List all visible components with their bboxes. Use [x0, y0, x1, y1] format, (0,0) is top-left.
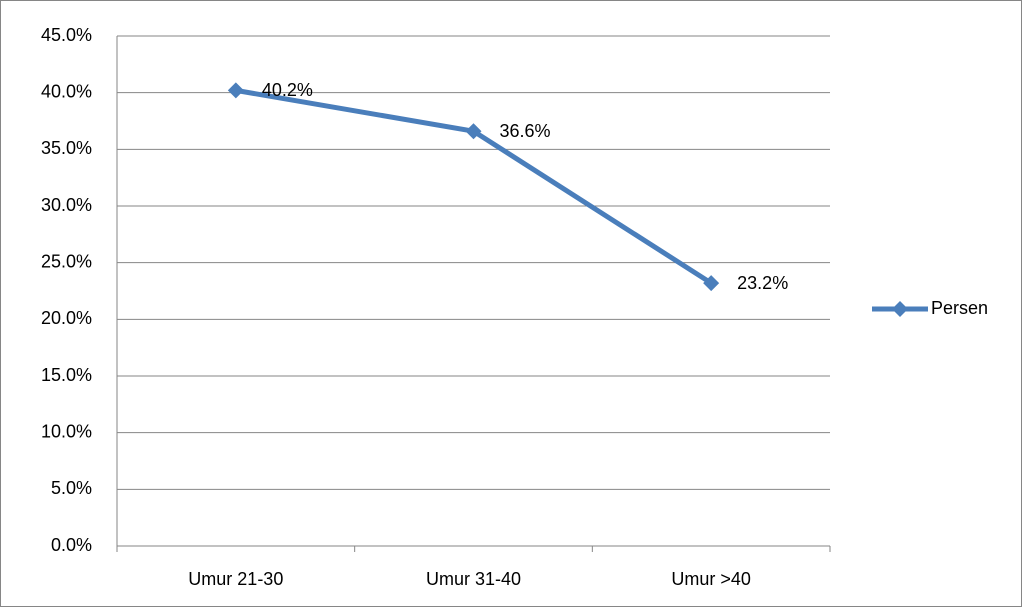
- y-tick-label: 45.0%: [41, 25, 92, 45]
- y-tick-label: 30.0%: [41, 195, 92, 215]
- y-tick-label: 5.0%: [51, 478, 92, 498]
- y-tick-label: 15.0%: [41, 365, 92, 385]
- x-tick-label: Umur >40: [671, 569, 751, 589]
- y-tick-label: 0.0%: [51, 535, 92, 555]
- x-tick-label: Umur 31-40: [426, 569, 521, 589]
- legend-label: Persen: [931, 298, 988, 318]
- data-point: [227, 82, 244, 99]
- data-label: 40.2%: [262, 80, 313, 100]
- y-tick-label: 35.0%: [41, 138, 92, 158]
- legend-marker: [892, 301, 908, 317]
- data-point: [703, 275, 720, 292]
- x-tick-label: Umur 21-30: [188, 569, 283, 589]
- y-tick-label: 25.0%: [41, 251, 92, 271]
- data-label: 36.6%: [500, 121, 551, 141]
- y-tick-label: 10.0%: [41, 421, 92, 441]
- data-point: [465, 123, 482, 140]
- y-tick-label: 40.0%: [41, 81, 92, 101]
- y-tick-label: 20.0%: [41, 308, 92, 328]
- data-label: 23.2%: [737, 273, 788, 293]
